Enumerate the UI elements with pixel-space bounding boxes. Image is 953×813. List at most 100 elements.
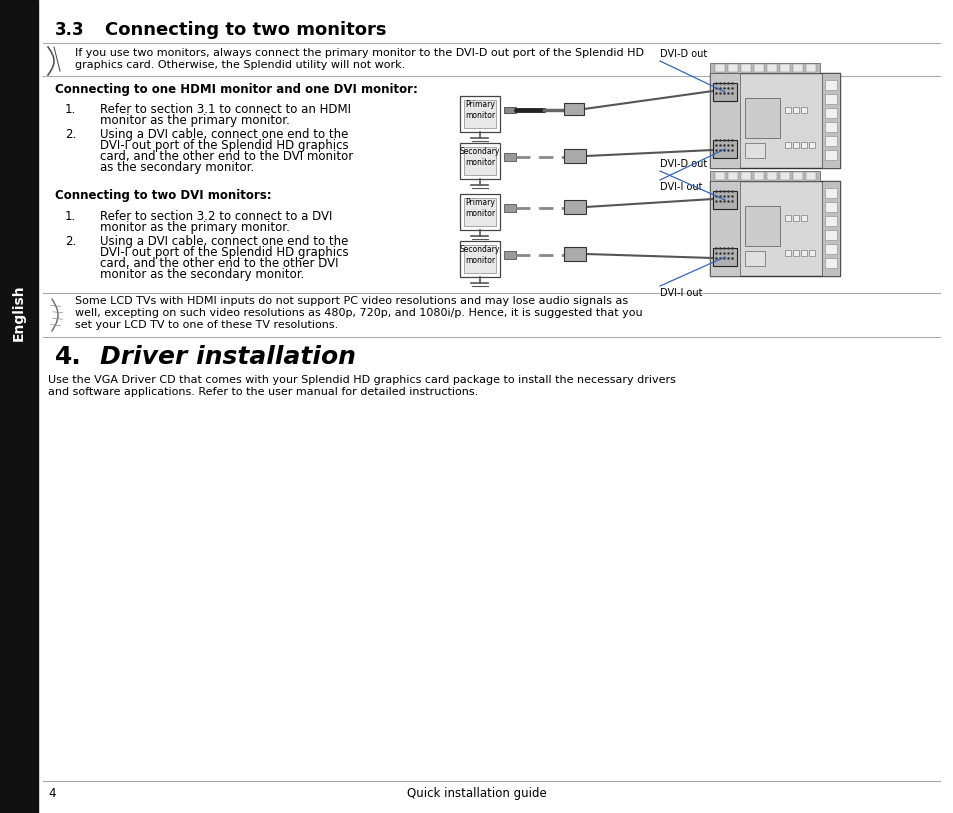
- Bar: [792, 172, 802, 180]
- Text: graphics card. Otherwise, the Splendid utility will not work.: graphics card. Otherwise, the Splendid u…: [75, 60, 405, 70]
- Bar: [712, 248, 737, 266]
- Text: 4: 4: [48, 786, 55, 799]
- Bar: [821, 181, 840, 276]
- Bar: [744, 206, 780, 246]
- Bar: [824, 94, 836, 104]
- Bar: [503, 204, 516, 212]
- Bar: [744, 143, 764, 158]
- Text: 4.: 4.: [55, 345, 82, 369]
- Text: DVI-D out: DVI-D out: [659, 49, 706, 59]
- Bar: [753, 64, 763, 72]
- Bar: [792, 215, 799, 221]
- Text: monitor as the primary monitor.: monitor as the primary monitor.: [100, 114, 290, 127]
- Bar: [712, 191, 737, 209]
- Text: Use the VGA Driver CD that comes with your Splendid HD graphics card package to : Use the VGA Driver CD that comes with yo…: [48, 375, 675, 385]
- Bar: [780, 172, 789, 180]
- Text: and software applications. Refer to the user manual for detailed instructions.: and software applications. Refer to the …: [48, 387, 477, 397]
- Text: Connecting to two DVI monitors:: Connecting to two DVI monitors:: [55, 189, 272, 202]
- Text: Quick installation guide: Quick installation guide: [407, 786, 546, 799]
- Text: card, and the other end to the other DVI: card, and the other end to the other DVI: [100, 257, 338, 270]
- Bar: [824, 80, 836, 90]
- Bar: [805, 64, 815, 72]
- Bar: [727, 172, 738, 180]
- Bar: [808, 250, 814, 256]
- Bar: [824, 258, 836, 268]
- Bar: [740, 64, 750, 72]
- Text: card, and the other end to the DVI monitor: card, and the other end to the DVI monit…: [100, 150, 353, 163]
- Bar: [459, 96, 500, 132]
- Text: Refer to section 3.2 to connect to a DVI: Refer to section 3.2 to connect to a DVI: [100, 210, 332, 223]
- Bar: [821, 73, 840, 168]
- Text: 3.3: 3.3: [55, 21, 85, 39]
- Bar: [563, 149, 585, 163]
- Text: DVI-I out port of the Splendid HD graphics: DVI-I out port of the Splendid HD graphi…: [100, 246, 348, 259]
- Bar: [824, 108, 836, 118]
- Bar: [563, 200, 585, 214]
- Bar: [824, 150, 836, 160]
- Text: Secondary
monitor: Secondary monitor: [459, 147, 499, 167]
- Text: Using a DVI cable, connect one end to the: Using a DVI cable, connect one end to th…: [100, 128, 348, 141]
- Text: 1.: 1.: [65, 210, 76, 223]
- Text: 2.: 2.: [65, 128, 76, 141]
- Bar: [0, 0, 38, 813]
- Bar: [792, 250, 799, 256]
- Bar: [463, 198, 496, 226]
- Bar: [808, 142, 814, 148]
- Bar: [709, 181, 740, 276]
- Bar: [744, 251, 764, 266]
- Text: Primary
monitor: Primary monitor: [464, 100, 495, 120]
- Bar: [824, 136, 836, 146]
- Bar: [463, 246, 496, 273]
- Bar: [563, 247, 585, 261]
- Text: DVI-I out port of the Splendid HD graphics: DVI-I out port of the Splendid HD graphi…: [100, 139, 348, 152]
- Bar: [503, 153, 516, 161]
- Bar: [459, 241, 500, 277]
- Bar: [709, 181, 840, 276]
- Bar: [801, 250, 806, 256]
- Bar: [503, 107, 516, 113]
- Text: Refer to section 3.1 to connect to an HDMI: Refer to section 3.1 to connect to an HD…: [100, 103, 351, 116]
- Bar: [805, 172, 815, 180]
- Text: If you use two monitors, always connect the primary monitor to the DVI-D out por: If you use two monitors, always connect …: [75, 48, 643, 58]
- Bar: [727, 64, 738, 72]
- Bar: [801, 142, 806, 148]
- Bar: [824, 216, 836, 226]
- Text: as the secondary monitor.: as the secondary monitor.: [100, 161, 254, 174]
- Bar: [744, 98, 780, 138]
- Text: well, excepting on such video resolutions as 480p, 720p, and 1080i/p. Hence, it : well, excepting on such video resolution…: [75, 308, 642, 318]
- Text: DVI-I out: DVI-I out: [659, 182, 701, 192]
- Text: set your LCD TV to one of these TV resolutions.: set your LCD TV to one of these TV resol…: [75, 320, 338, 330]
- Bar: [709, 73, 840, 168]
- Text: monitor as the secondary monitor.: monitor as the secondary monitor.: [100, 268, 304, 281]
- Bar: [824, 202, 836, 212]
- Bar: [801, 215, 806, 221]
- Bar: [709, 63, 820, 73]
- Text: Using a DVI cable, connect one end to the: Using a DVI cable, connect one end to th…: [100, 235, 348, 248]
- Text: Secondary
monitor: Secondary monitor: [459, 245, 499, 265]
- Bar: [753, 172, 763, 180]
- Bar: [459, 143, 500, 179]
- Bar: [784, 250, 790, 256]
- Bar: [824, 244, 836, 254]
- Bar: [824, 122, 836, 132]
- Bar: [709, 171, 820, 181]
- Bar: [784, 142, 790, 148]
- Bar: [459, 194, 500, 230]
- Bar: [801, 107, 806, 113]
- Text: monitor as the primary monitor.: monitor as the primary monitor.: [100, 221, 290, 234]
- Bar: [824, 230, 836, 240]
- Bar: [463, 100, 496, 128]
- Text: DVI-D out: DVI-D out: [659, 159, 706, 169]
- Bar: [503, 251, 516, 259]
- Bar: [780, 64, 789, 72]
- Bar: [714, 172, 724, 180]
- Text: Driver installation: Driver installation: [100, 345, 355, 369]
- Bar: [463, 147, 496, 175]
- Bar: [792, 107, 799, 113]
- Bar: [792, 64, 802, 72]
- Bar: [714, 64, 724, 72]
- Bar: [792, 142, 799, 148]
- Bar: [740, 172, 750, 180]
- Text: 2.: 2.: [65, 235, 76, 248]
- Text: DVI-I out: DVI-I out: [659, 288, 701, 298]
